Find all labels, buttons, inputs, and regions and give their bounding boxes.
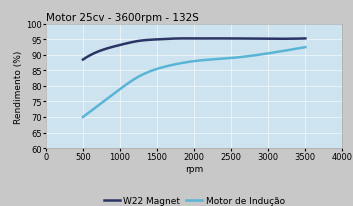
Y-axis label: Rendimento (%): Rendimento (%) <box>14 50 23 123</box>
Text: Motor 25cv - 3600rpm - 132S: Motor 25cv - 3600rpm - 132S <box>46 13 199 23</box>
Legend: W22 Magnet, Motor de Indução: W22 Magnet, Motor de Indução <box>100 192 288 206</box>
X-axis label: rpm: rpm <box>185 164 203 173</box>
